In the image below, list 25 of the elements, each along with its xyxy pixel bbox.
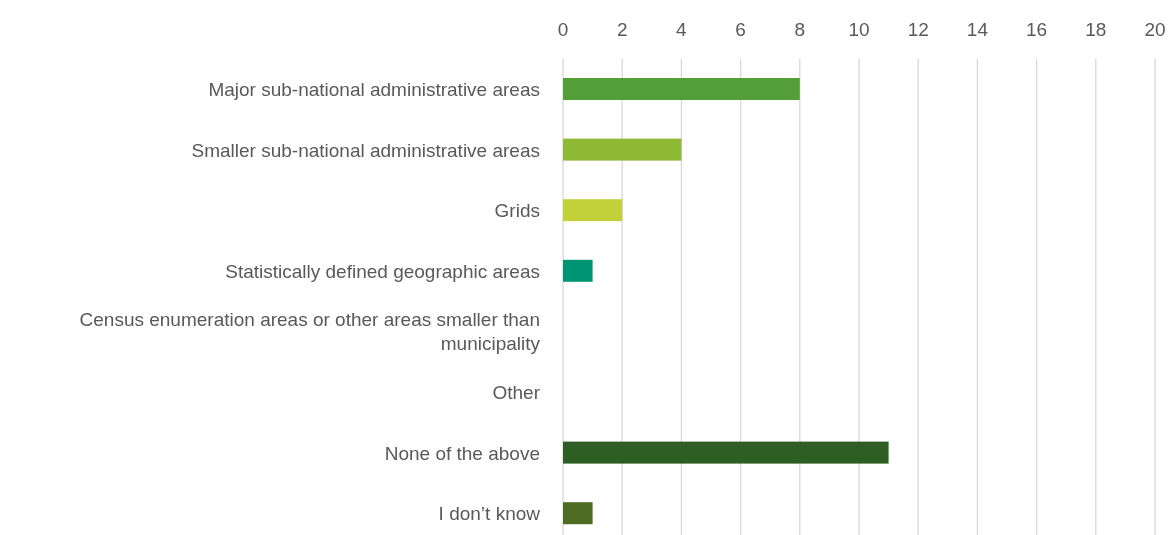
- bar: [563, 199, 623, 222]
- x-tick-label: 8: [794, 19, 806, 40]
- y-tick-label: Major sub-national administrative areas: [208, 78, 540, 100]
- bar: [563, 441, 889, 464]
- y-tick-label: Smaller sub-national administrative areas: [191, 139, 540, 161]
- bar: [563, 78, 800, 100]
- x-tick-label: 14: [966, 19, 989, 40]
- x-tick-label: 10: [848, 19, 870, 40]
- y-tick-label: I don’t know: [438, 502, 541, 524]
- x-tick-label: 6: [735, 19, 746, 40]
- bar: [563, 138, 682, 161]
- y-tick-label: None of the above: [384, 442, 540, 464]
- x-tick-label: 20: [1144, 19, 1166, 40]
- y-tick-label: Other: [492, 381, 541, 403]
- bar: [563, 502, 593, 525]
- x-tick-label: 16: [1026, 19, 1048, 40]
- x-tick-label: 0: [557, 19, 569, 40]
- x-tick-label: 4: [676, 19, 688, 40]
- x-tick-label: 18: [1085, 19, 1107, 40]
- x-tick-label: 2: [616, 19, 628, 40]
- x-tick-label: 12: [907, 19, 929, 40]
- bar: [563, 259, 593, 282]
- y-tick-label: Statistically defined geographic areas: [225, 260, 540, 282]
- y-tick-label: Grids: [494, 199, 540, 221]
- y-tick-label: Census enumeration areas or other areas smaller than municipality: [79, 308, 541, 354]
